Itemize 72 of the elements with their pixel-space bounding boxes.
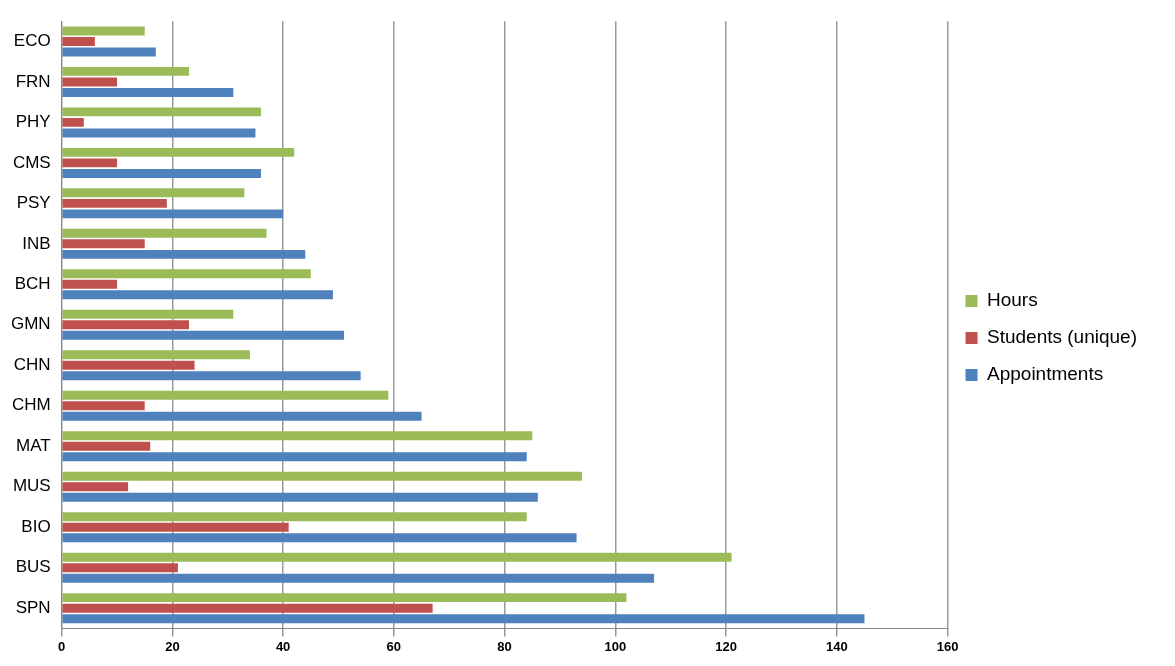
bar [62,290,333,300]
bar [62,593,627,603]
bar [62,492,538,502]
y-tick-label: MUS [12,476,51,496]
y-tick-label: GMN [10,314,51,334]
y-tick-label: BIO [21,516,51,536]
bar [62,320,189,330]
bar [62,309,234,319]
y-tick-label: CHM [11,395,51,415]
legend-label: Hours [987,289,1038,311]
y-tick-label: FRN [15,71,51,91]
bar [62,47,156,57]
y-tick-label: BUS [15,557,51,577]
bar [62,411,422,421]
bar [62,452,527,462]
y-tick-label: ECO [13,31,51,51]
y-tick-label: INB [22,233,51,253]
bar [62,107,261,117]
y-tick-label: BCH [14,274,51,294]
bar [62,147,295,157]
x-tick-label: 120 [715,638,737,654]
bar [62,36,95,46]
bar [62,431,533,441]
bar [62,66,189,76]
bar [62,77,118,87]
x-tick-label: 80 [497,638,512,654]
bar [62,603,433,613]
bar [62,330,345,340]
y-tick-label: SPN [15,597,51,617]
y-tick-label: PSY [16,193,51,213]
bar [62,168,261,178]
bar [62,471,583,481]
y-tick-label: CMS [12,152,51,172]
bar [62,249,306,259]
bar [62,401,145,411]
bar [62,512,527,522]
bar [62,482,129,492]
bar [62,350,250,360]
bar [62,26,145,36]
bar [62,279,118,289]
x-tick-label: 140 [825,638,848,654]
bar [62,198,167,208]
bar [62,533,577,543]
bar [62,269,311,279]
bar [62,563,178,573]
bar [62,87,234,97]
bar [62,360,195,370]
bar [62,209,284,219]
bar [62,228,267,238]
y-tick-label: PHY [15,112,51,132]
x-tick-label: 20 [165,638,180,654]
bar [62,128,256,138]
x-tick-label: 60 [386,638,402,654]
bar [62,188,245,198]
y-tick-label: CHN [13,354,51,374]
bar [62,441,151,451]
y-tick-label: MAT [16,435,51,455]
bar [62,552,732,562]
bar [62,522,289,532]
bar [62,390,389,400]
legend-label: Students (unique) [987,326,1138,348]
bar [62,239,145,249]
bar [62,117,84,127]
legend-label: Appointments [987,363,1104,385]
x-tick-label: 100 [604,638,627,654]
x-tick-label: 40 [275,638,291,654]
bar [62,371,361,381]
bar [62,573,655,583]
x-tick-label: 160 [936,638,959,654]
bar [62,614,865,624]
x-tick-label: 0 [58,638,66,654]
bar [62,158,118,168]
